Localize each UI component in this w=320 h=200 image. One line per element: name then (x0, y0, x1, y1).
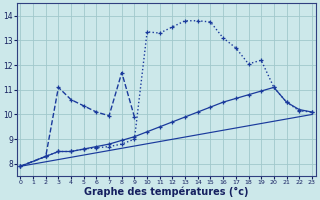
X-axis label: Graphe des températures (°c): Graphe des températures (°c) (84, 186, 248, 197)
